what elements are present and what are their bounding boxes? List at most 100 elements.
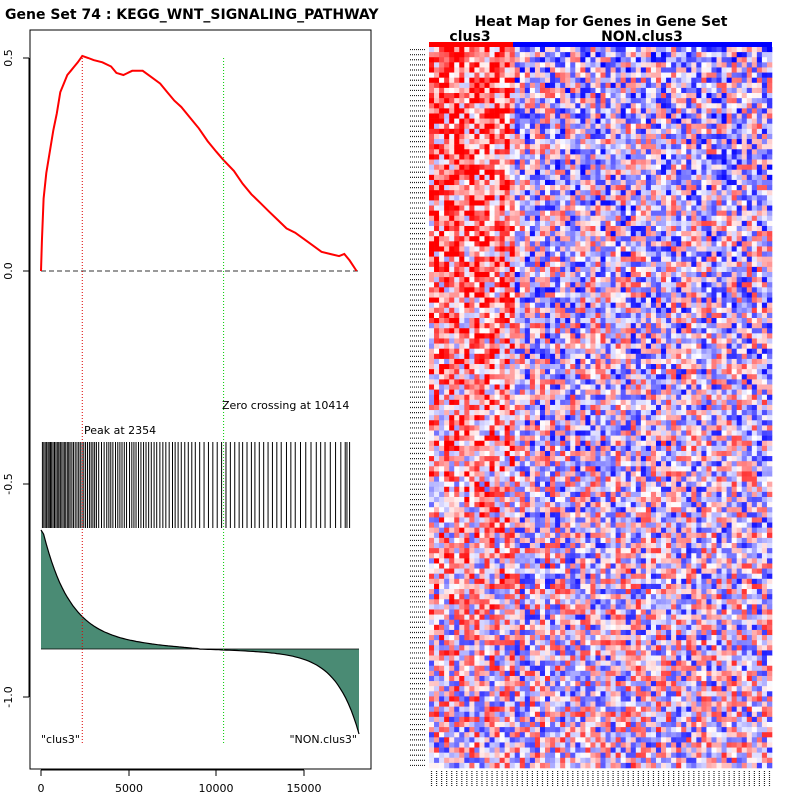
heatmap-cell xyxy=(474,164,480,171)
heatmap-cell xyxy=(524,139,531,145)
heatmap-cell xyxy=(706,307,712,314)
heatmap-cell xyxy=(756,256,763,263)
heatmap-cell xyxy=(630,297,637,303)
heatmap-cell xyxy=(615,307,621,314)
heatmap-cell xyxy=(529,149,536,155)
heatmap-cell xyxy=(570,210,576,217)
heatmap-cell xyxy=(716,369,722,375)
heatmap-cell xyxy=(469,159,475,165)
heatmap-cell xyxy=(721,333,727,339)
heatmap-cell xyxy=(645,200,652,206)
heatmap-cell xyxy=(605,246,611,252)
heatmap-cell xyxy=(615,62,621,68)
heatmap-cell xyxy=(565,318,571,324)
heatmap-cell xyxy=(560,266,566,273)
heatmap-cell xyxy=(570,364,576,370)
heatmap-cell xyxy=(696,379,702,385)
heatmap-cell xyxy=(504,328,510,334)
heatmap-cell xyxy=(539,108,546,114)
heatmap-cell xyxy=(529,302,536,309)
heatmap-cell xyxy=(671,205,677,211)
heatmap-cell xyxy=(469,231,475,237)
heatmap-cell xyxy=(756,364,763,370)
heatmap-cell xyxy=(756,179,763,186)
heatmap-cell xyxy=(514,98,521,104)
heatmap-cell xyxy=(615,149,621,155)
heatmap-cell xyxy=(429,164,435,171)
heatmap-cell xyxy=(509,312,516,319)
heatmap-cell xyxy=(494,62,500,68)
heatmap-cell xyxy=(676,323,682,329)
heatmap-cell xyxy=(545,312,551,319)
heatmap-cell xyxy=(676,307,682,314)
heatmap-cell xyxy=(590,348,596,355)
heatmap-cell xyxy=(434,394,440,401)
heatmap-cell xyxy=(645,307,652,314)
heatmap-cell xyxy=(499,236,505,242)
heatmap-cell xyxy=(565,205,571,211)
heatmap-cell xyxy=(439,384,445,390)
heatmap-cell xyxy=(635,343,642,349)
heatmap-cell xyxy=(514,236,521,242)
heatmap-cell xyxy=(580,287,586,293)
heatmap-cell xyxy=(590,190,596,196)
heatmap-cell xyxy=(575,369,581,375)
heatmap-cell xyxy=(666,364,672,370)
heatmap-cell xyxy=(640,144,647,150)
heatmap-cell xyxy=(499,307,505,314)
heatmap-cell xyxy=(499,72,505,78)
heatmap-cell xyxy=(716,312,722,319)
heatmap-cell xyxy=(766,123,773,130)
heatmap-cell xyxy=(630,261,637,268)
heatmap-cell xyxy=(524,220,531,227)
heatmap-cell xyxy=(716,52,722,58)
heatmap-cell xyxy=(469,103,475,109)
heatmap-cell xyxy=(635,205,642,211)
heatmap-cell xyxy=(726,287,732,293)
heatmap-cell xyxy=(560,82,566,89)
heatmap-cell xyxy=(691,307,697,314)
heatmap-cell xyxy=(676,128,682,135)
heatmap-cell xyxy=(635,266,642,273)
heatmap-cell xyxy=(640,358,647,365)
heatmap-cell xyxy=(701,307,707,314)
heatmap-cell xyxy=(580,133,586,140)
heatmap-cell xyxy=(605,164,611,171)
heatmap-cell xyxy=(449,144,455,150)
heatmap-cell xyxy=(746,82,753,89)
heatmap-cell xyxy=(499,210,505,217)
heatmap-cell xyxy=(645,72,652,78)
heatmap-cell xyxy=(696,190,702,196)
heatmap-cell xyxy=(610,399,616,406)
heatmap-cell xyxy=(509,384,516,390)
heatmap-cell xyxy=(560,87,566,94)
heatmap-cell xyxy=(509,348,516,355)
heatmap-cell xyxy=(605,128,611,135)
heatmap-cell xyxy=(595,133,601,140)
heatmap-cell xyxy=(570,394,576,401)
heatmap-cell xyxy=(671,292,677,298)
heatmap-cell xyxy=(726,241,732,247)
heatmap-cell xyxy=(655,251,662,257)
heatmap-cell xyxy=(605,404,611,411)
heatmap-cell xyxy=(676,348,682,355)
heatmap-cell xyxy=(630,256,637,263)
heatmap-cell xyxy=(434,67,440,73)
heatmap-cell xyxy=(686,236,692,242)
heatmap-cell xyxy=(524,353,531,360)
heatmap-cell xyxy=(459,338,465,344)
heatmap-cell xyxy=(726,185,732,191)
heatmap-cell xyxy=(469,251,475,257)
heatmap-cell xyxy=(625,343,632,349)
heatmap-cell xyxy=(434,353,440,360)
heatmap-cell xyxy=(615,123,621,130)
heatmap-cell xyxy=(625,57,632,63)
heatmap-cell xyxy=(570,271,576,278)
heatmap-cell xyxy=(766,297,773,303)
heatmap-cell xyxy=(555,47,561,53)
heatmap-cell xyxy=(721,302,727,309)
heatmap-cell xyxy=(635,353,642,360)
heatmap-cell xyxy=(519,271,526,278)
heatmap-cell xyxy=(434,190,440,196)
heatmap-cell xyxy=(439,123,445,130)
